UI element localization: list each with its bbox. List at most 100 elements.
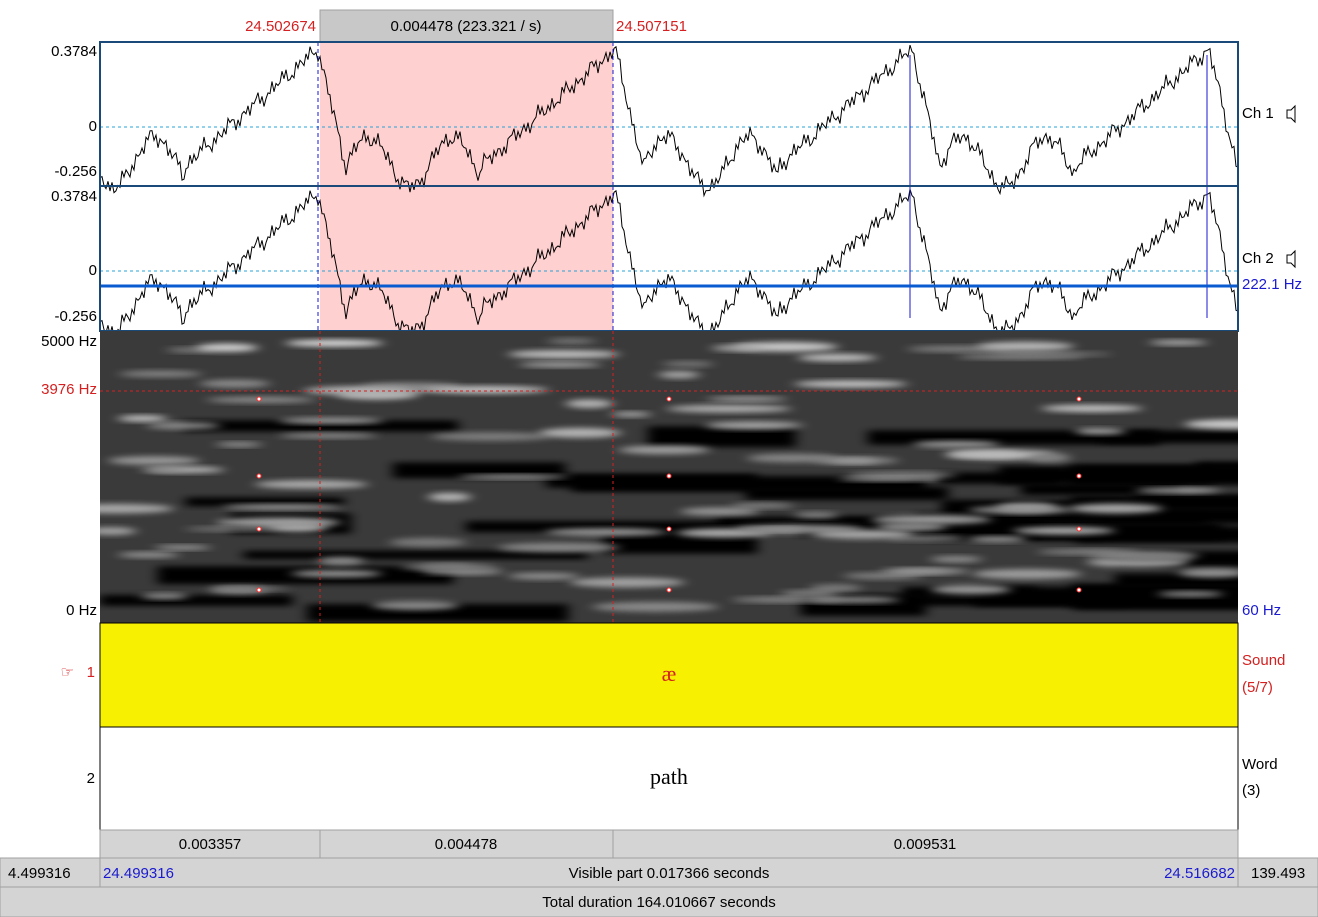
energy-band: [931, 556, 983, 562]
amp-zero: 0: [89, 262, 97, 279]
formant-dot: [257, 397, 261, 401]
freq-bottom: 0 Hz: [66, 602, 97, 619]
energy-band: [155, 545, 211, 549]
energy-band: [711, 345, 764, 351]
amp-max: 0.3784: [51, 188, 97, 205]
energy-band: [216, 442, 262, 446]
energy-band: [731, 503, 794, 508]
energy-band: [108, 456, 199, 465]
tier-number: 2: [87, 770, 95, 787]
energy-band: [547, 338, 595, 343]
energy-band: [1136, 488, 1219, 493]
energy-band: [279, 433, 377, 438]
energy-band: [318, 557, 364, 565]
praat-editor: 24.502674 0.004478 (223.321 / s) 24.5071…: [0, 0, 1318, 917]
formant-dot: [667, 527, 671, 531]
energy-band: [931, 585, 1010, 594]
energy-band: [118, 552, 179, 557]
tier-count: (5/7): [1242, 679, 1273, 696]
energy-band: [994, 352, 1112, 356]
formant-dot: [1077, 397, 1081, 401]
energy-band: [196, 344, 258, 352]
energy-band: [1185, 420, 1282, 429]
energy-band: [566, 399, 613, 408]
energy-band: [401, 564, 496, 571]
pitch-value: 222.1 Hz: [1242, 276, 1302, 293]
visible-part: Visible part 0.017366 seconds: [569, 865, 770, 882]
dark-band: [244, 551, 587, 560]
energy-band: [59, 504, 173, 513]
energy-band: [658, 371, 699, 378]
amp-max: 0.3784: [51, 43, 97, 60]
speaker-icon[interactable]: [1287, 106, 1295, 122]
formant-dot: [667, 474, 671, 478]
channel-name[interactable]: Ch 2: [1242, 250, 1274, 267]
energy-band: [1070, 504, 1162, 514]
energy-band: [880, 568, 969, 573]
energy-band: [871, 515, 991, 524]
energy-band: [812, 530, 913, 539]
tier-number: 1: [87, 664, 95, 681]
speaker-icon[interactable]: [1287, 251, 1295, 267]
formant-dot: [667, 397, 671, 401]
energy-band: [508, 573, 579, 579]
amp-min: -0.256: [54, 308, 97, 325]
amp-zero: 0: [89, 118, 97, 135]
dark-band: [1076, 526, 1284, 543]
energy-band: [118, 416, 167, 422]
energy-band: [185, 527, 281, 531]
energy-band: [619, 446, 710, 454]
energy-band: [1038, 550, 1140, 555]
tier-name: Sound: [1242, 652, 1285, 669]
energy-band: [1158, 591, 1223, 596]
energy-band: [141, 468, 185, 473]
energy-band: [877, 522, 946, 531]
energy-band: [141, 593, 188, 599]
energy-band: [1150, 340, 1207, 345]
energy-band: [968, 537, 1027, 542]
energy-band: [829, 458, 878, 463]
energy-band: [212, 587, 288, 591]
energy-band: [431, 432, 550, 440]
energy-band: [428, 493, 471, 501]
energy-band: [680, 508, 759, 516]
energy-band: [520, 362, 601, 367]
left-outside: 4.499316: [8, 865, 71, 882]
energy-band: [747, 454, 839, 463]
energy-band: [913, 441, 1000, 447]
energy-band: [86, 527, 136, 535]
energy-band: [592, 602, 718, 612]
energy-band: [1179, 569, 1247, 577]
channel-name[interactable]: Ch 1: [1242, 105, 1274, 122]
formant-dot: [257, 588, 261, 592]
energy-band: [200, 380, 270, 388]
energy-band: [1075, 428, 1125, 434]
energy-band: [147, 422, 220, 429]
energy-band: [667, 405, 791, 412]
energy-band: [372, 601, 459, 610]
total-duration: Total duration 164.010667 seconds: [542, 894, 776, 911]
energy-band: [1041, 405, 1142, 412]
dark-band: [546, 474, 757, 488]
energy-band: [498, 543, 620, 552]
energy-band: [279, 418, 384, 424]
interval-duration: 0.004478: [435, 836, 498, 853]
formant-dot: [257, 527, 261, 531]
energy-band: [390, 538, 466, 547]
energy-band: [539, 428, 621, 438]
formant-dot: [1077, 527, 1081, 531]
dark-band: [746, 487, 949, 500]
selection-start: 24.502674: [245, 18, 316, 35]
energy-band: [794, 512, 839, 518]
right-outside: 139.493: [1251, 865, 1305, 882]
interval-duration: 0.003357: [179, 836, 242, 853]
energy-band: [1013, 527, 1114, 534]
energy-band: [119, 371, 202, 377]
pitch-floor: 60 Hz: [1242, 602, 1281, 619]
energy-band: [781, 591, 839, 596]
interval-label: path: [650, 764, 688, 789]
energy-band: [459, 475, 567, 479]
dark-band: [1070, 465, 1283, 486]
energy-band: [798, 354, 877, 361]
energy-band: [508, 350, 619, 358]
